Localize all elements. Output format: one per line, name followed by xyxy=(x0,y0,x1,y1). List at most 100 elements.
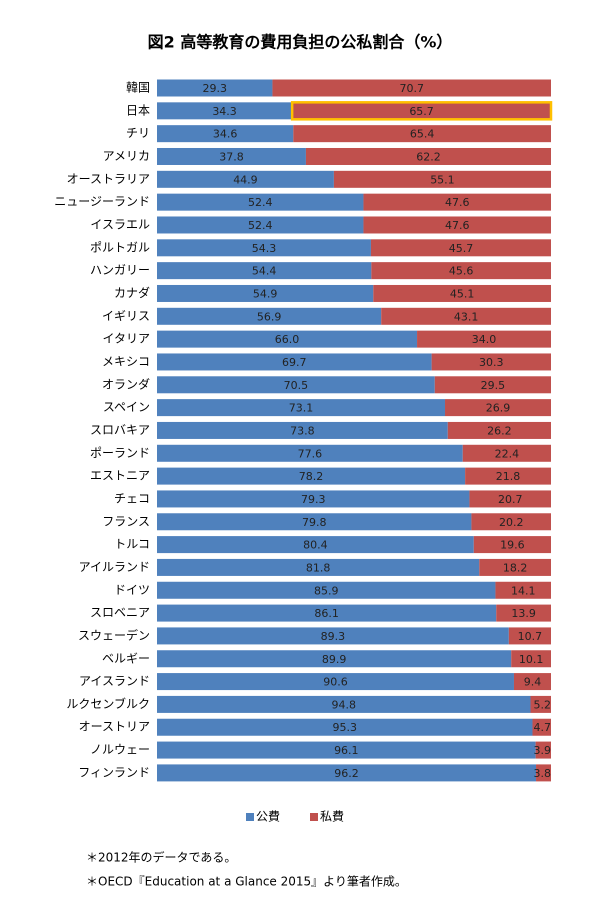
category-label: ハンガリー xyxy=(90,263,150,277)
bar-segment xyxy=(157,536,474,554)
value-label: 10.7 xyxy=(518,630,543,643)
value-label: 66.0 xyxy=(275,333,300,346)
chart-title: 図2 高等教育の費用負担の公私割合（%） xyxy=(148,33,453,52)
bar-segment xyxy=(157,147,306,165)
value-label: 13.9 xyxy=(511,607,536,620)
bar-segment xyxy=(157,239,371,257)
value-label: 29.5 xyxy=(481,379,506,392)
bar-segment xyxy=(157,353,432,371)
bar-segment xyxy=(157,216,364,234)
bar-segment xyxy=(157,718,533,736)
category-label: イギリス xyxy=(102,309,150,323)
bar-segment xyxy=(157,604,497,622)
value-label: 43.1 xyxy=(454,310,479,323)
value-label: 96.1 xyxy=(334,744,359,757)
bar-segment xyxy=(447,421,551,439)
bar-segment xyxy=(157,421,448,439)
value-label: 47.6 xyxy=(445,219,470,232)
value-label: 54.9 xyxy=(253,287,278,300)
bar-segment xyxy=(370,239,551,257)
bar-segment xyxy=(157,193,364,211)
legend-swatch xyxy=(310,813,318,821)
category-label: カナダ xyxy=(114,285,150,300)
value-label: 96.2 xyxy=(334,767,359,780)
bar-segment xyxy=(157,102,293,120)
bar-segment xyxy=(157,284,374,302)
value-label: 62.2 xyxy=(416,150,441,163)
bar-segment xyxy=(157,558,480,576)
category-label: アメリカ xyxy=(103,149,150,163)
bar-segment xyxy=(157,307,382,325)
bar-segment xyxy=(157,695,531,713)
value-label: 10.1 xyxy=(519,653,544,666)
bar-segment xyxy=(496,604,551,622)
bar-segment xyxy=(333,170,551,188)
value-label: 90.6 xyxy=(323,676,348,689)
value-label: 85.9 xyxy=(314,584,339,597)
bar-segment xyxy=(445,399,551,417)
value-label: 37.8 xyxy=(219,150,244,163)
bar-segment xyxy=(157,513,472,531)
value-label: 3.9 xyxy=(534,744,552,757)
bar-segment xyxy=(434,376,551,394)
category-label: オランダ xyxy=(102,376,150,391)
bar-segment xyxy=(290,101,553,121)
bar-segment xyxy=(157,581,496,599)
category-label: アイスランド xyxy=(79,674,150,688)
bar-segment xyxy=(511,650,551,668)
value-label: 79.3 xyxy=(301,493,326,506)
bar-segment xyxy=(513,673,551,691)
bar-segment xyxy=(535,741,551,759)
value-label: 34.6 xyxy=(213,128,238,141)
category-label: メキシコ xyxy=(102,354,150,368)
bar-segment xyxy=(473,536,551,554)
value-label: 70.5 xyxy=(284,379,309,392)
value-label: 44.9 xyxy=(233,173,258,186)
value-label: 45.1 xyxy=(450,287,475,300)
bar-segment xyxy=(371,262,551,280)
value-label: 47.6 xyxy=(445,196,470,209)
bar-segment xyxy=(373,284,551,302)
note: ＊OECD『Education at a Glance 2015』より筆者作成。 xyxy=(86,875,407,889)
bar-segment xyxy=(157,467,466,485)
bar-segment xyxy=(157,764,537,782)
value-label: 19.6 xyxy=(500,539,525,552)
value-label: 18.2 xyxy=(503,561,528,574)
value-label: 73.8 xyxy=(290,424,315,437)
bar-segment xyxy=(465,467,551,485)
category-label: イスラエル xyxy=(90,217,150,231)
value-label: 52.4 xyxy=(248,196,273,209)
value-label: 80.4 xyxy=(303,539,328,552)
bar-segment xyxy=(508,627,551,645)
bar-segment xyxy=(381,307,551,325)
bar-segment xyxy=(157,490,470,508)
category-label: ポーランド xyxy=(90,446,150,460)
value-label: 3.8 xyxy=(534,767,552,780)
bar-segment xyxy=(157,444,463,462)
bar-segment xyxy=(157,399,446,417)
bar-segment xyxy=(471,513,551,531)
value-label: 5.2 xyxy=(534,698,552,711)
value-label: 77.6 xyxy=(298,447,323,460)
value-label: 34.0 xyxy=(472,333,497,346)
bar-segment xyxy=(462,444,551,462)
category-label: ポルトガル xyxy=(90,240,150,254)
value-label: 20.2 xyxy=(499,516,524,529)
category-label: フィンランド xyxy=(78,765,150,779)
bar-segment xyxy=(157,650,512,668)
category-label: チェコ xyxy=(114,491,150,505)
value-label: 45.7 xyxy=(449,242,474,255)
value-label: 26.9 xyxy=(486,402,511,415)
value-label: 55.1 xyxy=(430,173,455,186)
bar-segment xyxy=(272,79,551,97)
category-label: チリ xyxy=(126,126,150,140)
value-label: 4.7 xyxy=(534,721,552,734)
bar-segment xyxy=(363,193,551,211)
value-label: 78.2 xyxy=(299,470,324,483)
value-label: 30.3 xyxy=(479,356,504,369)
bar-segment xyxy=(157,673,514,691)
bar-segment xyxy=(530,695,551,713)
value-label: 26.2 xyxy=(487,424,512,437)
